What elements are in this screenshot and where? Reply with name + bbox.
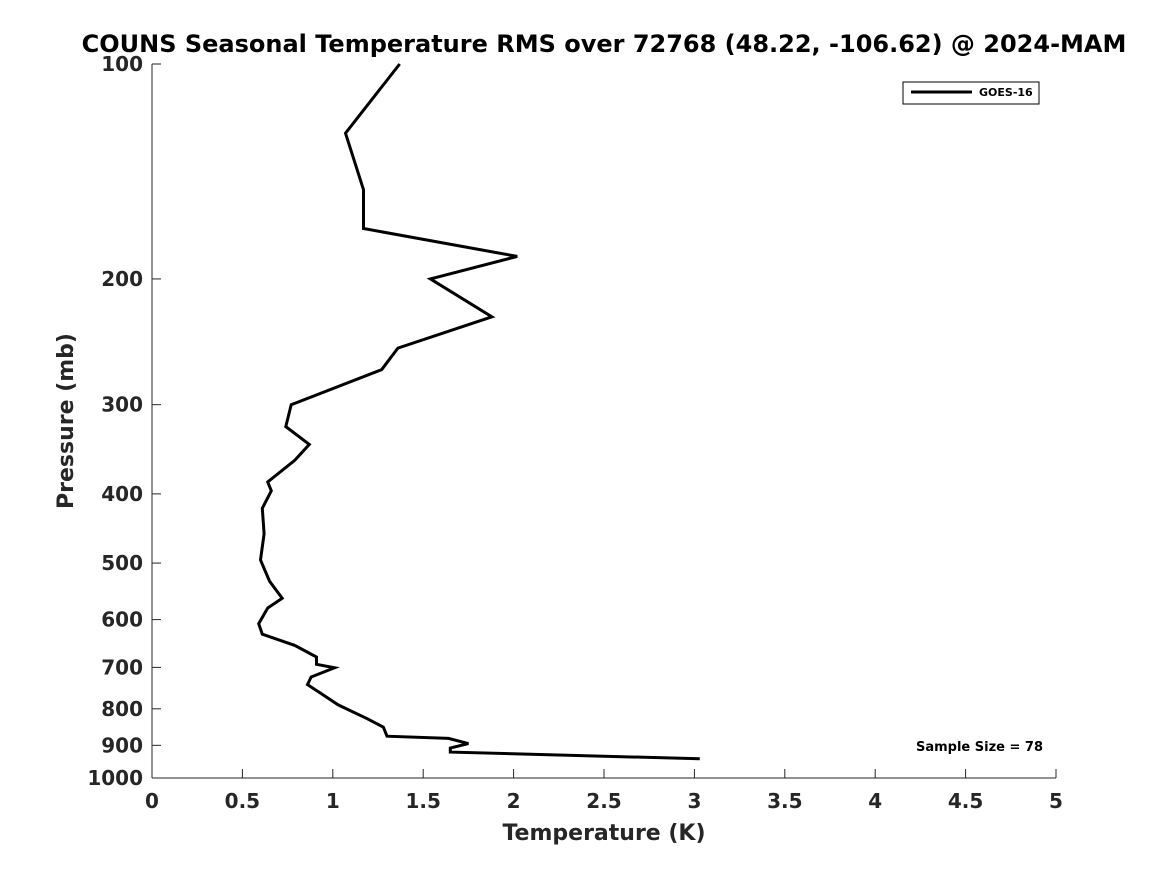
y-tick-label: 700 <box>101 655 143 679</box>
y-ticks: 100 200 300 400 500 600 700 800 900 1000 <box>87 52 161 790</box>
x-tick-label: 1 <box>326 789 340 813</box>
y-tick-label: 1000 <box>87 766 143 790</box>
y-tick-label: 400 <box>101 482 143 506</box>
x-tick-label: 4.5 <box>948 789 983 813</box>
y-tick-label: 300 <box>101 393 143 417</box>
x-tick-label: 1.5 <box>405 789 440 813</box>
y-tick-label: 500 <box>101 551 143 575</box>
chart-title: COUNS Seasonal Temperature RMS over 7276… <box>82 30 1127 58</box>
x-tick-label: 2 <box>507 789 521 813</box>
y-axis-label: Pressure (mb) <box>54 333 79 509</box>
legend-label-goes-16: GOES-16 <box>979 86 1033 99</box>
x-tick-label: 5 <box>1049 789 1063 813</box>
x-tick-label: 0 <box>145 789 159 813</box>
x-axis-label: Temperature (K) <box>502 821 705 846</box>
sample-size-annotation: Sample Size = 78 <box>916 740 1043 755</box>
y-tick-label: 600 <box>101 608 143 632</box>
legend: GOES-16 <box>902 81 1040 105</box>
x-tick-label: 3.5 <box>767 789 802 813</box>
y-tick-label: 100 <box>101 52 143 76</box>
y-tick-label: 200 <box>101 267 143 291</box>
x-tick-label: 2.5 <box>586 789 621 813</box>
x-ticks: 0 0.5 1 1.5 2 2.5 3 3.5 4 4.5 5 <box>145 769 1063 813</box>
x-tick-label: 3 <box>687 789 701 813</box>
x-tick-label: 0.5 <box>225 789 260 813</box>
plot-series <box>257 63 700 761</box>
y-tick-label: 800 <box>101 697 143 721</box>
y-tick-label: 900 <box>101 733 143 757</box>
x-tick-label: 4 <box>868 789 882 813</box>
series-line-goes-16 <box>257 63 700 761</box>
